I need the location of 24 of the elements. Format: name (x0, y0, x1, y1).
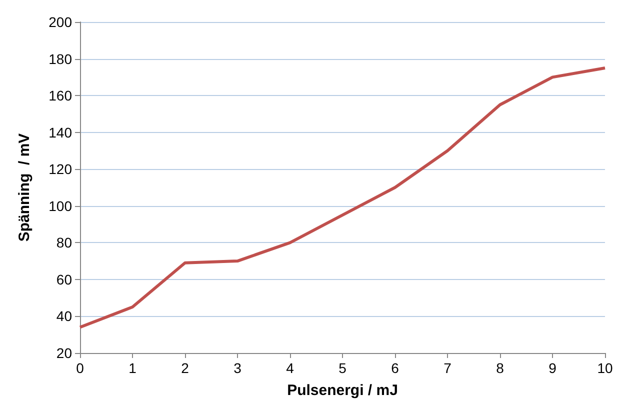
x-tick-label: 10 (597, 360, 613, 376)
y-tick-label: 60 (56, 271, 72, 288)
y-tick-label: 100 (48, 198, 72, 214)
y-axis-title: Spänning / mV (16, 133, 33, 242)
x-tick-label: 9 (548, 360, 557, 376)
x-axis-title: Pulsenergi / mJ (287, 382, 398, 399)
x-tick-label: 0 (76, 360, 84, 376)
y-tick-label: 80 (56, 234, 72, 251)
line-series (78, 66, 606, 329)
y-tick-label: 160 (48, 88, 72, 104)
x-tick-label: 7 (444, 360, 452, 376)
x-tick-label: 5 (338, 360, 347, 376)
y-tick-label: 120 (48, 161, 72, 178)
x-tick-label: 2 (181, 360, 190, 376)
x-tick-label: 8 (496, 360, 504, 376)
x-tick-label: 4 (286, 360, 294, 376)
x-tick-label: 6 (391, 360, 400, 376)
x-tick-label: 1 (128, 360, 137, 376)
y-tick-label: 140 (48, 124, 72, 140)
y-tick-label: 200 (48, 14, 72, 30)
y-tick-label: 40 (56, 308, 72, 324)
x-tick-label: 3 (234, 360, 242, 376)
y-tick-label: 20 (56, 345, 72, 361)
y-tick-label: 180 (48, 50, 72, 67)
